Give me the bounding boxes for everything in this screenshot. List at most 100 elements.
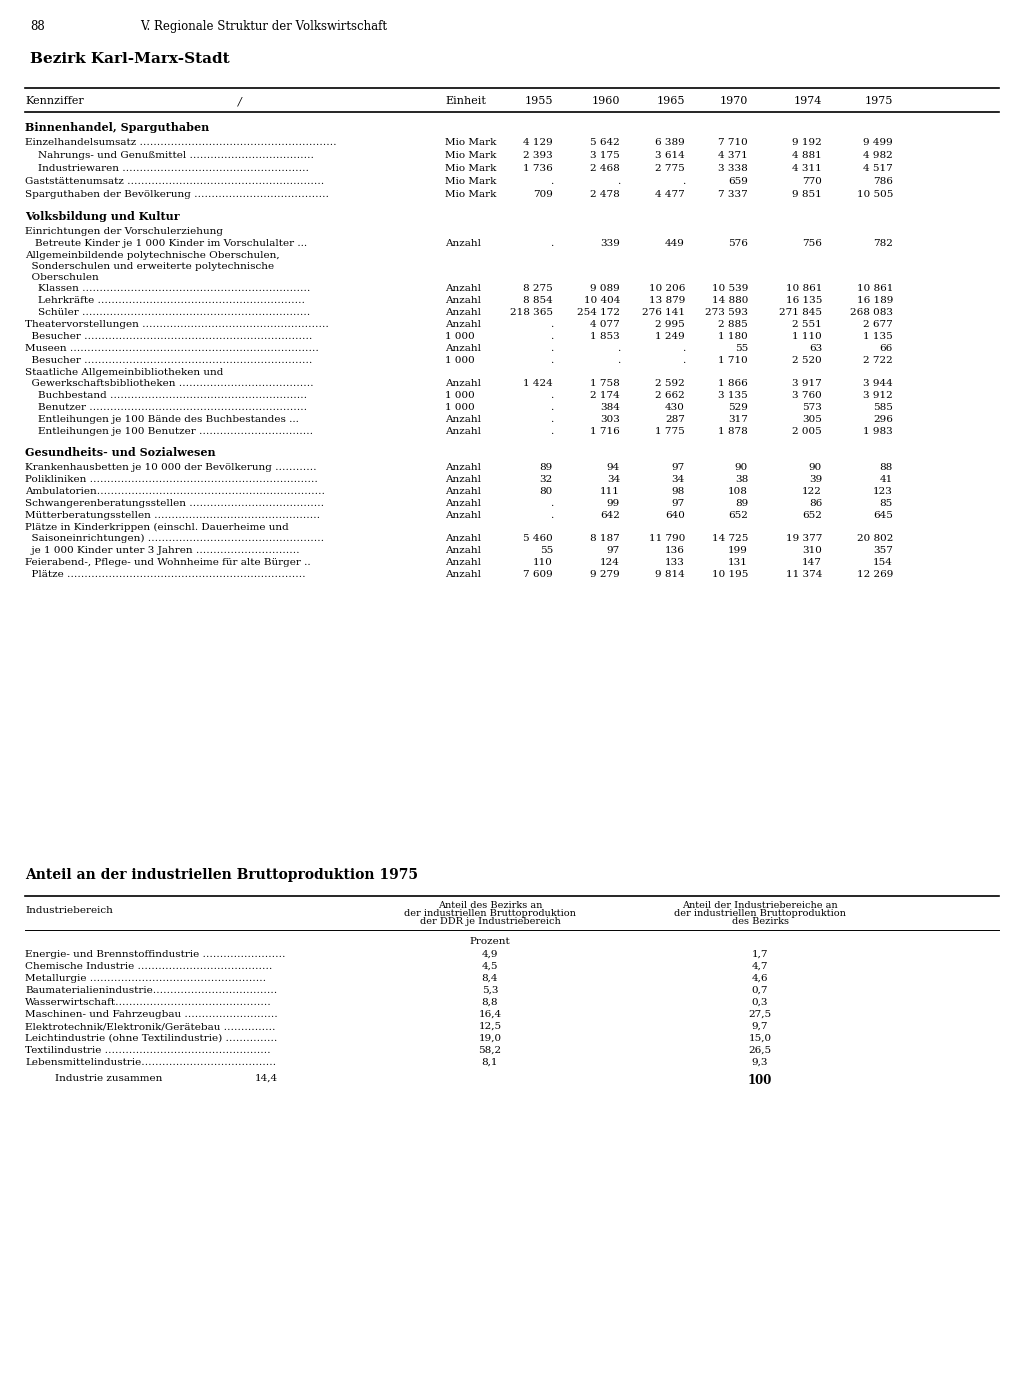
Text: 317: 317 (728, 416, 748, 424)
Text: 0,3: 0,3 (752, 997, 768, 1007)
Text: Metallurgie ……………………………………………: Metallurgie …………………………………………… (25, 974, 266, 983)
Text: je 1 000 Kinder unter 3 Jahren …………………………: je 1 000 Kinder unter 3 Jahren ………………………… (25, 546, 300, 555)
Text: .: . (550, 403, 553, 411)
Text: 34: 34 (607, 476, 620, 484)
Text: .: . (550, 320, 553, 329)
Text: Leichtindustrie (ohne Textilindustrie) ……………: Leichtindustrie (ohne Textilindustrie) …… (25, 1034, 278, 1044)
Text: Nahrungs- und Genußmittel ………………………………: Nahrungs- und Genußmittel ……………………………… (25, 151, 314, 159)
Text: der DDR je Industriebereich: der DDR je Industriebereich (420, 916, 560, 926)
Text: .: . (550, 390, 553, 400)
Text: 133: 133 (666, 558, 685, 567)
Text: .: . (550, 332, 553, 341)
Text: 97: 97 (607, 546, 620, 555)
Text: 14 725: 14 725 (712, 534, 748, 543)
Text: 6 389: 6 389 (655, 139, 685, 147)
Text: Anzahl: Anzahl (445, 427, 481, 436)
Text: 659: 659 (728, 178, 748, 186)
Text: Buchbestand …………………………………………………: Buchbestand ………………………………………………… (25, 390, 307, 400)
Text: Mio Mark: Mio Mark (445, 151, 497, 159)
Text: 66: 66 (880, 344, 893, 353)
Text: 10 195: 10 195 (712, 569, 748, 579)
Text: 642: 642 (600, 511, 620, 520)
Text: 1 180: 1 180 (718, 332, 748, 341)
Text: 449: 449 (666, 239, 685, 248)
Text: Museen ………………………………………………………………: Museen ……………………………………………………………… (25, 344, 318, 353)
Text: .: . (682, 355, 685, 365)
Text: 10 404: 10 404 (584, 297, 620, 305)
Text: Chemische Industrie …………………………………: Chemische Industrie ………………………………… (25, 963, 272, 971)
Text: 339: 339 (600, 239, 620, 248)
Text: 16,4: 16,4 (478, 1010, 502, 1018)
Text: Gesundheits- und Sozialwesen: Gesundheits- und Sozialwesen (25, 448, 216, 457)
Text: 2 393: 2 393 (523, 151, 553, 159)
Text: 123: 123 (873, 487, 893, 497)
Text: Anzahl: Anzahl (445, 558, 481, 567)
Text: 1974: 1974 (794, 97, 822, 106)
Text: .: . (550, 427, 553, 436)
Text: Anzahl: Anzahl (445, 534, 481, 543)
Text: Besucher …………………………………………………………: Besucher ………………………………………………………… (25, 332, 312, 341)
Text: .: . (550, 499, 553, 508)
Text: 645: 645 (873, 511, 893, 520)
Text: 19 377: 19 377 (785, 534, 822, 543)
Text: 38: 38 (735, 476, 748, 484)
Text: Wasserwirtschaft………………………………………: Wasserwirtschaft……………………………………… (25, 997, 271, 1007)
Text: Anteil der Industriebereiche an: Anteil der Industriebereiche an (682, 901, 838, 909)
Text: 89: 89 (540, 463, 553, 471)
Text: Klassen …………………………………………………………: Klassen ………………………………………………………… (25, 284, 310, 292)
Text: Saisoneinrichtungen) ……………………………………………: Saisoneinrichtungen) …………………………………………… (25, 534, 325, 543)
Text: 55: 55 (735, 344, 748, 353)
Text: 11 374: 11 374 (785, 569, 822, 579)
Text: 8 854: 8 854 (523, 297, 553, 305)
Text: 576: 576 (728, 239, 748, 248)
Text: Mio Mark: Mio Mark (445, 178, 497, 186)
Text: Einheit: Einheit (445, 97, 485, 106)
Text: 1 424: 1 424 (523, 379, 553, 388)
Text: 3 760: 3 760 (793, 390, 822, 400)
Text: Anzahl: Anzahl (445, 344, 481, 353)
Text: 4 129: 4 129 (523, 139, 553, 147)
Text: 1970: 1970 (720, 97, 748, 106)
Text: 7 337: 7 337 (718, 190, 748, 199)
Text: 136: 136 (666, 546, 685, 555)
Text: 4 311: 4 311 (793, 164, 822, 173)
Text: Polikliniken …………………………………………………………: Polikliniken ………………………………………………………… (25, 476, 317, 484)
Text: Anzahl: Anzahl (445, 308, 481, 318)
Text: Plätze ……………………………………………………………: Plätze …………………………………………………………… (25, 569, 305, 579)
Text: .: . (550, 511, 553, 520)
Text: .: . (682, 344, 685, 353)
Text: .: . (616, 344, 620, 353)
Text: Feierabend-, Pflege- und Wohnheime für alte Bürger ..: Feierabend-, Pflege- und Wohnheime für a… (25, 558, 310, 567)
Text: Besucher …………………………………………………………: Besucher ………………………………………………………… (25, 355, 312, 365)
Text: Anzahl: Anzahl (445, 284, 481, 292)
Text: 1 775: 1 775 (655, 427, 685, 436)
Text: 1,7: 1,7 (752, 950, 768, 958)
Text: 3 944: 3 944 (863, 379, 893, 388)
Text: Anzahl: Anzahl (445, 297, 481, 305)
Text: 770: 770 (802, 178, 822, 186)
Text: 90: 90 (735, 463, 748, 471)
Text: 131: 131 (728, 558, 748, 567)
Text: 4 477: 4 477 (655, 190, 685, 199)
Text: 529: 529 (728, 403, 748, 411)
Text: Ambulatorien…………………………………………………………: Ambulatorien………………………………………………………… (25, 487, 325, 497)
Text: 3 912: 3 912 (863, 390, 893, 400)
Text: Allgemeinbildende polytechnische Oberschulen,: Allgemeinbildende polytechnische Obersch… (25, 250, 280, 260)
Text: 13 879: 13 879 (648, 297, 685, 305)
Text: 58,2: 58,2 (478, 1046, 502, 1055)
Text: 55: 55 (540, 546, 553, 555)
Text: 108: 108 (728, 487, 748, 497)
Text: 303: 303 (600, 416, 620, 424)
Text: 94: 94 (607, 463, 620, 471)
Text: Lebensmittelindustrie…………………………………: Lebensmittelindustrie………………………………… (25, 1058, 276, 1067)
Text: 1 716: 1 716 (590, 427, 620, 436)
Text: 2 592: 2 592 (655, 379, 685, 388)
Text: 273 593: 273 593 (705, 308, 748, 318)
Text: der industriellen Bruttoproduktion: der industriellen Bruttoproduktion (674, 909, 846, 918)
Text: 97: 97 (672, 499, 685, 508)
Text: 5,3: 5,3 (481, 986, 499, 995)
Text: 296: 296 (873, 416, 893, 424)
Text: Anzahl: Anzahl (445, 379, 481, 388)
Text: Anzahl: Anzahl (445, 499, 481, 508)
Text: 2 885: 2 885 (718, 320, 748, 329)
